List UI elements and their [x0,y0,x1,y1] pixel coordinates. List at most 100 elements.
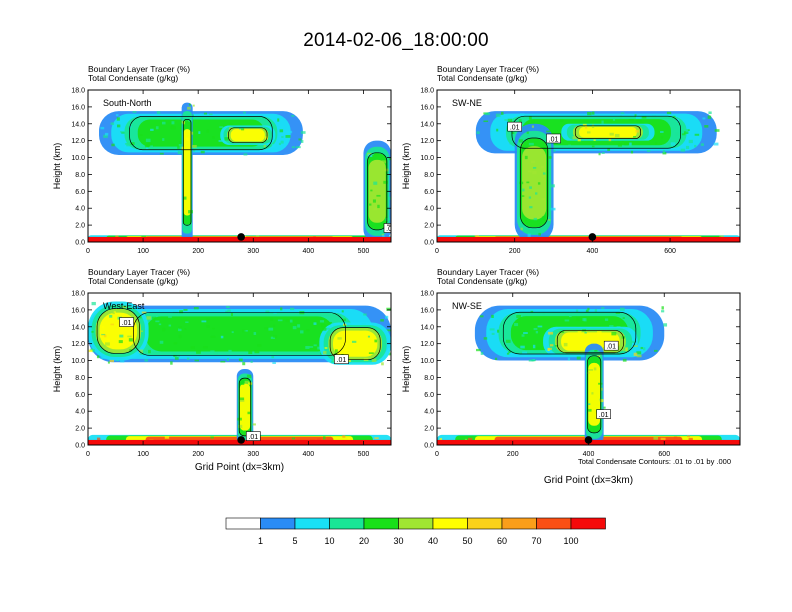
y-tick-label: 16.0 [71,104,85,111]
tracer-speckle [277,319,283,322]
plot-frame [87,292,392,446]
tracer-speckle [673,436,678,439]
tracer-speckle [520,195,525,197]
tracer-speckle [140,330,144,332]
y-tick-label: 12.0 [71,138,85,145]
tracer-speckle [127,335,132,338]
y-tick-label: 12.0 [71,341,85,348]
tracer-speckle [155,126,159,130]
colorbar-label: 30 [393,536,403,546]
tracer-speckle [220,360,226,363]
panel-header-condensate: Total Condensate (g/kg) [88,73,178,83]
y-axis-label: Height (km) [52,346,62,393]
tracer-speckle [385,218,390,221]
tracer-speckle [172,311,178,315]
plot-panel-0: .01 0 100 200 300 400 500 0.0 2.0 4.0 6.0 8.0 10.0 12… [52,64,392,255]
tracer-speckle [662,151,667,155]
tracer-speckle [599,399,604,403]
tracer-speckle [280,126,283,129]
tracer-speckle [496,128,499,132]
tracer-speckle [381,233,385,236]
tracer-speckle [219,126,224,128]
tracer-speckle [218,140,223,142]
panel-header-tracer: Boundary Layer Tracer (%) [437,267,539,277]
tracer-speckle [238,424,243,428]
tracer-speckle [106,338,111,341]
tracer-speckle [334,349,338,353]
tracer-speckle [388,352,391,356]
tracer-speckle [376,194,381,197]
tracer-speckle [524,218,527,222]
tracer-speckle [611,331,617,336]
tracer-speckle [597,331,602,335]
tracer-speckle [329,321,333,324]
contour-label-box [119,317,134,327]
contour-line-1 [182,119,192,226]
tracer-speckle [497,329,500,333]
panel-header-condensate: Total Condensate (g/kg) [437,276,527,286]
tracer-speckle [277,118,280,122]
tracer-speckle [289,319,293,323]
tracer-speckle [280,140,284,144]
contour-label-box [603,340,619,351]
tracer-speckle [505,339,511,343]
tracer-speckle [542,172,546,175]
tracer-speckle [587,408,592,412]
contour-line-3 [367,152,388,231]
tracer-speckle [243,111,246,114]
x-tick-label: 0 [435,248,439,255]
tracer-speckle [347,437,350,442]
tracer-speckle [126,142,131,147]
contour-label-text: .01 [606,344,616,351]
tracer-speckle [484,112,490,116]
tracer-speckle [548,219,551,221]
y-tick-label: 6.0 [424,392,434,399]
colorbar-label: 20 [359,536,369,546]
contour-label-text: .01 [599,412,609,419]
tracer-speckle [530,160,535,164]
tracer-speckle [212,136,215,139]
tracer-speckle [593,367,597,371]
tracer-speckle [192,144,197,148]
contour-line-0 [133,312,346,356]
tracer-speckle [266,139,271,143]
tracer-speckle [188,210,193,214]
x-tick-label: 200 [192,451,204,458]
tracer-speckle [185,321,189,323]
tracer-speckle [614,133,620,138]
tracer-speckle [241,329,246,333]
tracer-speckle [601,152,605,154]
tracer-speckle [559,331,565,333]
tracer-speckle [511,132,515,134]
tracer-speckle [139,134,143,136]
tracer-speckle [128,338,133,342]
contour-label-1: .01 [546,133,561,143]
tracer-speckle [373,207,377,211]
y-tick-label: 6.0 [75,189,85,196]
colorbar-label: 70 [531,536,541,546]
tracer-speckle [179,141,184,144]
tracer-speckle [220,335,224,339]
tracer-speckle [386,307,391,311]
tracer-speckle [568,144,571,148]
y-axis-label: Height (km) [52,143,62,190]
x-tick-label: 400 [303,451,315,458]
tracer-speckle [670,142,676,146]
tracer-speckle [480,351,484,355]
tracer-speckle [194,359,199,362]
tracer-speckle [367,335,370,338]
tracer-speckle [619,115,623,119]
tracer-speckle [624,347,629,351]
tracer-speckle [546,130,551,133]
tracer-speckle [196,350,201,354]
tracer-speckle [96,355,100,359]
colorbar-swatch-10 [570,517,606,530]
tracer-speckle [306,329,310,332]
tracer-speckle [609,325,614,327]
tracer-speckle [688,139,693,144]
y-axis-label: Height (km) [401,143,411,190]
tracer-speckle [520,143,523,146]
tracer-speckle [598,152,601,156]
tracer-speckle [188,103,191,106]
tracer-speckle [292,326,297,330]
